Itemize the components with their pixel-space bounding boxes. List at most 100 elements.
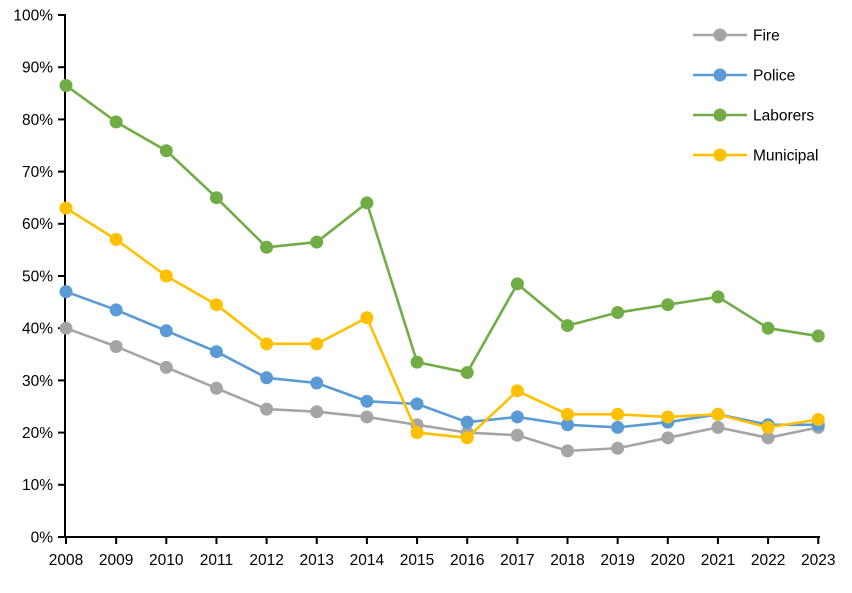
x-axis-tick-label: 2016 xyxy=(450,552,484,569)
data-point-fire-2008 xyxy=(59,321,73,335)
series-laborers xyxy=(59,78,825,380)
data-point-laborers-2015 xyxy=(410,355,424,369)
x-axis-tick-label: 2019 xyxy=(600,552,634,569)
legend-item-laborers: Laborers xyxy=(693,107,814,124)
data-point-laborers-2021 xyxy=(711,290,725,304)
x-axis-tick-label: 2013 xyxy=(300,552,334,569)
data-point-fire-2012 xyxy=(260,402,274,416)
legend-label: Laborers xyxy=(753,107,814,124)
x-axis-tick-label: 2008 xyxy=(49,552,83,569)
data-point-police-2009 xyxy=(109,303,123,317)
data-point-municipal-2013 xyxy=(310,337,324,351)
x-axis-tick-label: 2012 xyxy=(249,552,283,569)
legend-marker-swatch xyxy=(713,68,727,82)
data-point-laborers-2020 xyxy=(661,298,675,312)
y-axis-tick-label: 0% xyxy=(31,529,54,546)
series-line-police xyxy=(64,290,820,429)
data-point-police-2014 xyxy=(360,394,374,408)
data-point-municipal-2009 xyxy=(109,232,123,246)
x-axis-tick-label: 2021 xyxy=(701,552,735,569)
data-point-municipal-2008 xyxy=(59,201,73,215)
y-axis-ticks: 0% 10% 20% 30% 40% 50% 60% 70% 80% 90% 100% xyxy=(13,7,65,546)
data-point-laborers-2022 xyxy=(761,321,775,335)
data-point-fire-2017 xyxy=(510,428,524,442)
data-point-laborers-2013 xyxy=(310,235,324,249)
data-point-municipal-2012 xyxy=(260,337,274,351)
legend-label: Police xyxy=(753,67,795,84)
data-point-police-2018 xyxy=(561,418,574,432)
legend-item-fire: Fire xyxy=(693,27,780,44)
data-point-police-2017 xyxy=(510,410,524,424)
data-point-municipal-2010 xyxy=(159,269,173,283)
y-axis-tick-label: 40% xyxy=(22,321,53,338)
legend-label: Municipal xyxy=(753,147,818,164)
data-point-fire-2011 xyxy=(209,381,223,395)
series-line-laborers xyxy=(64,84,820,374)
data-point-police-2013 xyxy=(310,376,324,390)
data-point-municipal-2021 xyxy=(711,407,725,421)
y-axis-tick-label: 70% xyxy=(22,164,53,181)
x-axis-tick-label: 2022 xyxy=(751,552,785,569)
data-point-municipal-2022 xyxy=(761,420,775,434)
x-axis-tick-label: 2015 xyxy=(400,552,434,569)
legend: Fire Police Laborers Municipal xyxy=(693,27,818,164)
y-axis-tick-label: 30% xyxy=(22,373,53,390)
data-point-police-2008 xyxy=(59,285,73,299)
legend-item-municipal: Municipal xyxy=(693,147,818,164)
x-axis-tick-label: 2020 xyxy=(651,552,686,569)
series-line-fire xyxy=(64,326,820,453)
series-line-municipal xyxy=(64,206,820,440)
legend-marker-swatch xyxy=(713,108,727,122)
x-axis-ticks: 2008 2009 2010 2011 2012 2013 2014 2015 2016 2017… xyxy=(49,537,835,569)
x-axis-tick-label: 2023 xyxy=(801,552,835,569)
y-axis-tick-label: 20% xyxy=(22,425,53,442)
data-point-police-2012 xyxy=(260,371,274,385)
legend-label: Fire xyxy=(753,27,780,44)
data-point-laborers-2018 xyxy=(561,319,574,333)
data-point-fire-2022 xyxy=(761,431,775,445)
data-point-fire-2009 xyxy=(109,339,123,353)
y-axis-tick-label: 60% xyxy=(22,216,53,233)
data-point-municipal-2016 xyxy=(460,431,474,445)
x-axis-tick-label: 2018 xyxy=(550,552,584,569)
data-point-laborers-2023 xyxy=(811,329,825,343)
data-point-municipal-2014 xyxy=(360,311,374,325)
data-point-fire-2013 xyxy=(310,405,324,419)
data-point-municipal-2017 xyxy=(510,384,524,398)
x-axis-tick-label: 2011 xyxy=(200,552,233,569)
y-axis-tick-label: 80% xyxy=(22,112,53,129)
x-axis-tick-label: 2009 xyxy=(99,552,133,569)
data-point-police-2019 xyxy=(611,420,625,434)
x-axis-tick-label: 2014 xyxy=(350,552,385,569)
data-point-municipal-2018 xyxy=(561,407,574,421)
y-axis-tick-label: 50% xyxy=(22,268,53,285)
y-axis-tick-label: 100% xyxy=(13,7,53,24)
data-point-municipal-2011 xyxy=(209,298,223,312)
data-point-fire-2019 xyxy=(611,441,625,455)
legend-marker-swatch xyxy=(713,28,727,42)
series-municipal xyxy=(59,201,825,445)
x-axis-tick-label: 2010 xyxy=(149,552,184,569)
y-axis-tick-label: 90% xyxy=(22,60,53,77)
legend-marker-swatch xyxy=(713,148,727,162)
legend-item-police: Police xyxy=(693,67,795,84)
data-point-municipal-2015 xyxy=(410,426,424,440)
data-point-laborers-2008 xyxy=(59,78,73,92)
data-point-municipal-2020 xyxy=(661,410,675,424)
data-point-laborers-2014 xyxy=(360,196,374,210)
data-point-laborers-2009 xyxy=(109,115,123,129)
data-point-laborers-2012 xyxy=(260,240,274,254)
data-point-laborers-2017 xyxy=(510,277,524,291)
data-point-laborers-2019 xyxy=(611,306,625,320)
data-point-laborers-2010 xyxy=(159,144,173,158)
data-point-police-2011 xyxy=(209,345,223,359)
data-point-police-2010 xyxy=(159,324,173,338)
data-point-municipal-2019 xyxy=(611,407,625,421)
y-axis-tick-label: 10% xyxy=(22,477,53,494)
x-axis-tick-label: 2017 xyxy=(500,552,534,569)
data-point-municipal-2023 xyxy=(811,413,825,427)
data-point-fire-2020 xyxy=(661,431,675,445)
